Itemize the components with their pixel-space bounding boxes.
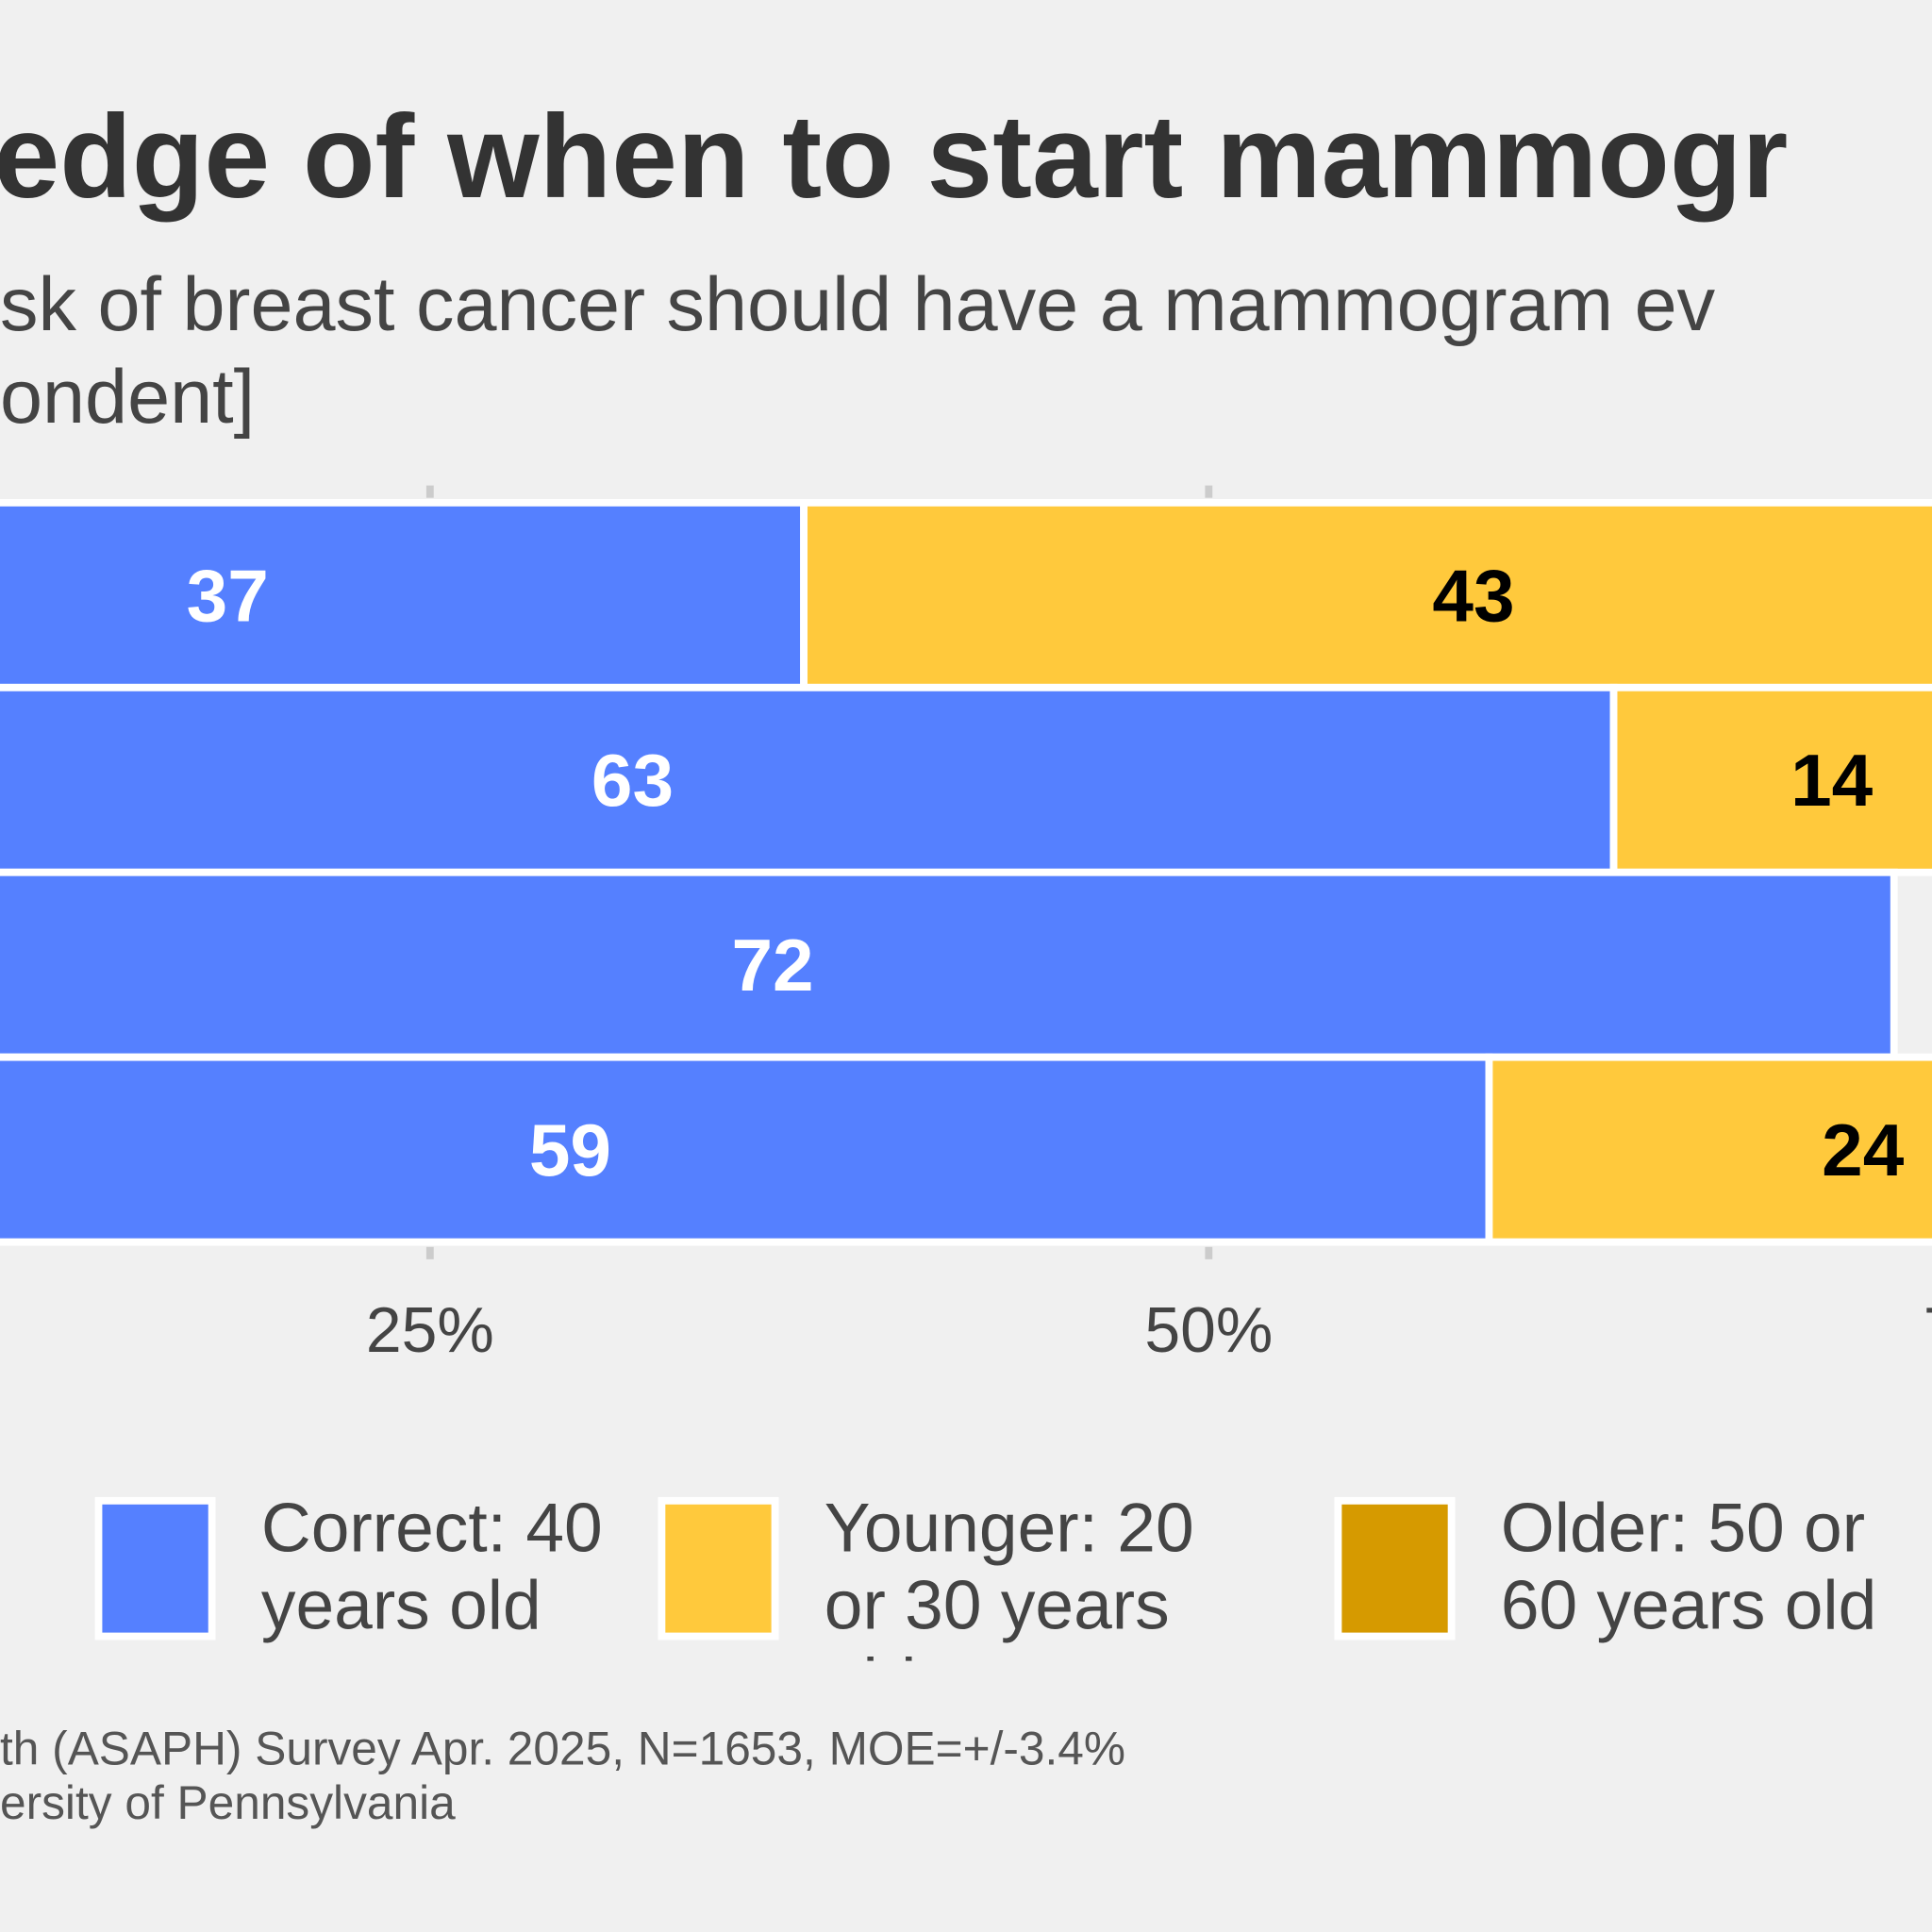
bar-segment: [1485, 1053, 1932, 1246]
subtitle: sk of breast cancer should have a mammog…: [0, 262, 1716, 347]
source-note: th (ASAPH) Survey Apr. 2025, N=1653, MOE…: [0, 1722, 1125, 1774]
legend-swatch: [1334, 1496, 1456, 1641]
data-label: 59: [529, 1108, 611, 1191]
data-label: 24: [1822, 1108, 1905, 1191]
x-tick-label: 25%: [366, 1295, 494, 1366]
data-label: 14: [1790, 739, 1874, 822]
legend-swatch: [658, 1496, 779, 1641]
bar-segment: [0, 498, 808, 691]
chart-title: edge of when to start mammogr: [0, 90, 1788, 223]
legend-swatch: [94, 1496, 216, 1641]
subtitle: ondent]: [0, 355, 255, 440]
bar-segment: [800, 498, 1932, 691]
source-note: ersity of Pennsylvania: [0, 1776, 456, 1829]
legend-label: Correct: 40 years old: [260, 1488, 603, 1644]
data-label: 63: [591, 739, 674, 822]
data-label: 72: [731, 924, 813, 1007]
data-label: 37: [187, 554, 269, 637]
legend-item: Older: 50 or 60 years old: [1500, 1488, 1877, 1644]
legend-label: Older: 50 or 60 years old: [1500, 1488, 1877, 1644]
bar-segment: [0, 683, 1618, 876]
bar-segment: [0, 868, 1898, 1061]
data-label: 43: [1432, 554, 1514, 637]
legend-label: Younger: 20 or 30 years old: [824, 1488, 1194, 1661]
bar-segment: [1609, 683, 1932, 876]
x-tick-label: 50%: [1144, 1295, 1273, 1366]
x-tick-label: 75%: [1924, 1295, 1932, 1366]
legend-item: Correct: 40 years old: [260, 1488, 603, 1644]
legend-item: Younger: 20 or 30 years old: [824, 1488, 1194, 1661]
bar-segment: [0, 1053, 1493, 1246]
